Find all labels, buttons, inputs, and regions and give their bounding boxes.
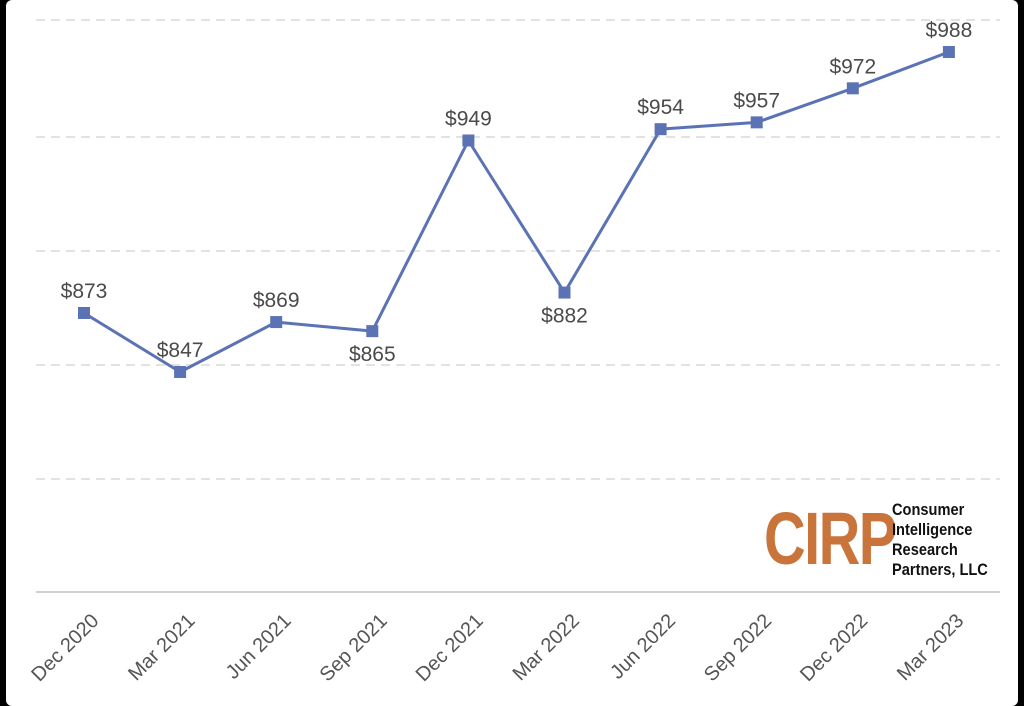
data-point-9: [942, 46, 955, 58]
x-tick-label-3: Sep 2021: [316, 610, 392, 686]
x-tick-label-5: Mar 2022: [509, 610, 584, 685]
series-line: [83, 50, 950, 374]
data-point-3: [366, 325, 379, 338]
data-label-9: $988: [926, 19, 973, 42]
logo-line-2: Intelligence: [892, 520, 973, 539]
x-tick-label-1: Mar 2021: [124, 610, 199, 685]
data-point-0: [78, 306, 90, 319]
data-points: [78, 46, 955, 378]
data-label-2: $869: [253, 289, 300, 312]
data-label-6: $954: [637, 96, 684, 119]
gridlines: [36, 19, 1000, 593]
logo-line-3: Research: [892, 540, 958, 559]
logo-line-4: Partners, LLC: [892, 560, 988, 579]
data-point-1: [174, 366, 187, 378]
cirp-logo: CIRP Consumer Intelligence Research Part…: [764, 500, 1014, 580]
x-tick-label-4: Dec 2021: [412, 610, 488, 686]
x-tick-label-6: Jun 2022: [606, 610, 680, 684]
data-label-5: $882: [541, 305, 588, 328]
logo-company-name: Consumer Intelligence Research Partners,…: [892, 500, 1003, 580]
chart-frame: $873 $847 $869 $865 $949 $882 $954 $957 $972 $988…: [6, 0, 1018, 706]
x-tick-label-7: Sep 2022: [700, 610, 776, 686]
data-point-6: [654, 123, 667, 136]
series-line-layer: [83, 50, 950, 374]
data-label-8: $972: [829, 55, 876, 78]
data-point-8: [846, 82, 859, 95]
data-label-4: $949: [445, 108, 492, 131]
data-point-2: [270, 316, 283, 329]
x-tick-label-0: Dec 2020: [27, 610, 103, 686]
data-point-5: [558, 286, 571, 299]
x-tick-label-9: Mar 2023: [893, 610, 968, 685]
line-chart: $873 $847 $869 $865 $949 $882 $954 $957 $972 $988…: [27, 19, 1000, 686]
data-label-7: $957: [733, 89, 780, 112]
data-point-7: [750, 116, 763, 129]
logo-mark: CIRP: [764, 497, 897, 580]
x-tick-label-8: Dec 2022: [796, 610, 872, 686]
data-labels: $873 $847 $869 $865 $949 $882 $954 $957 $972 $988: [61, 19, 973, 366]
x-tick-label-2: Jun 2021: [222, 610, 296, 684]
data-label-1: $847: [157, 339, 204, 362]
logo-line-1: Consumer: [892, 500, 965, 519]
data-label-3: $865: [349, 343, 396, 366]
data-point-4: [462, 134, 475, 147]
data-label-0: $873: [61, 280, 108, 303]
x-axis-tick-labels: Dec 2020 Mar 2021 Jun 2021 Sep 2021 Dec 2021…: [27, 610, 968, 686]
